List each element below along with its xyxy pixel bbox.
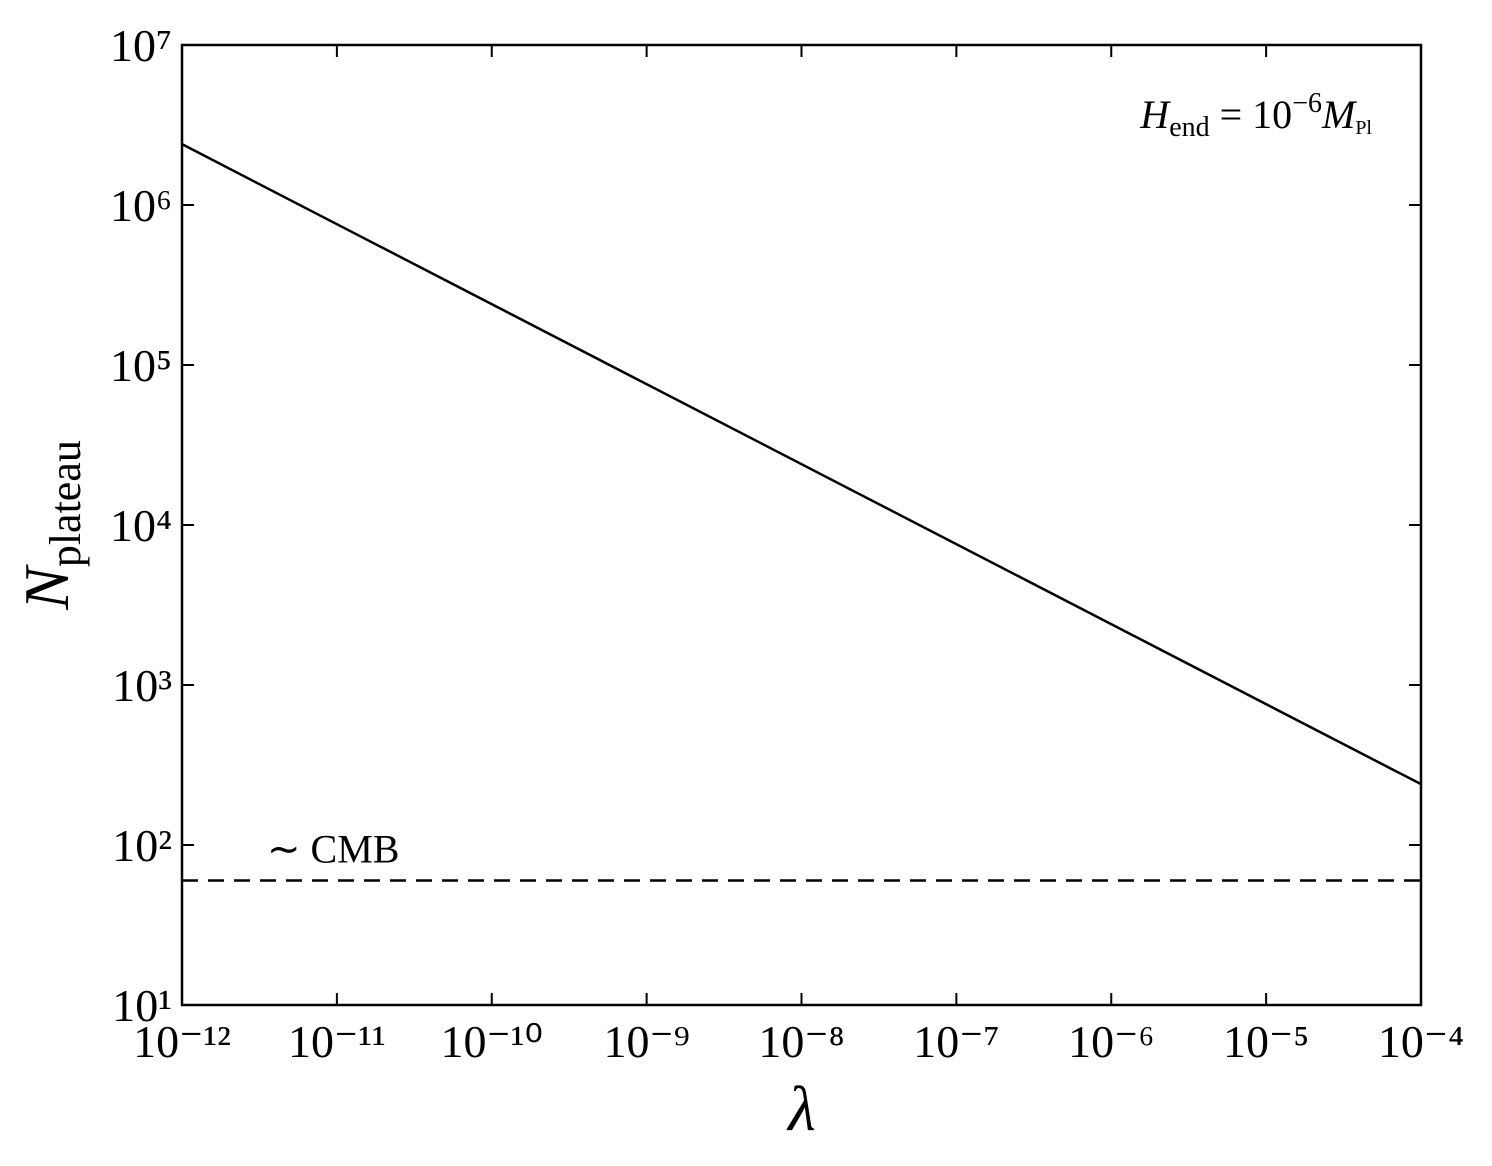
y-tick-label: 10³ (112, 660, 172, 711)
y-tick-label: 10⁴ (110, 500, 172, 551)
series-label: ∼ CMB (267, 826, 399, 871)
y-tick-label: 10⁵ (110, 340, 172, 391)
x-tick-label: 10⁻⁵ (1223, 1016, 1309, 1067)
y-tick-label: 10² (112, 820, 172, 871)
x-axis-label: λ (786, 1073, 816, 1144)
annotation-part: Pl (1355, 117, 1372, 139)
x-tick-label: 10⁻⁴ (1378, 1016, 1464, 1067)
annotation-part: M (1321, 92, 1358, 137)
x-tick-label: 10⁻¹⁰ (440, 1016, 543, 1067)
x-tick-label: 10⁻⁷ (913, 1016, 999, 1067)
line-series (181, 143, 1422, 786)
annotation-part: end (1169, 112, 1209, 143)
x-tick-label: 10⁻⁹ (603, 1016, 689, 1067)
x-tick-label: 10⁻⁸ (758, 1016, 844, 1067)
y-label-sub: plateau (41, 440, 90, 567)
annotation-part: −6 (1292, 88, 1322, 119)
y-label-main: N (11, 564, 82, 611)
x-tick-label: 10⁻¹² (133, 1016, 231, 1067)
y-tick-label: 10⁷ (110, 20, 172, 71)
y-tick-label: 10¹ (112, 980, 172, 1031)
annotation-part: = 10 (1210, 92, 1293, 137)
annotation-part: H (1139, 92, 1171, 137)
annotation: Hend = 10−6MPl (1139, 88, 1372, 143)
y-axis-label: Nplateau (11, 440, 90, 611)
x-tick-label: 10⁻¹¹ (288, 1016, 386, 1067)
y-tick-label: 10⁶ (110, 180, 172, 231)
x-tick-label: 10⁻⁶ (1068, 1016, 1154, 1067)
